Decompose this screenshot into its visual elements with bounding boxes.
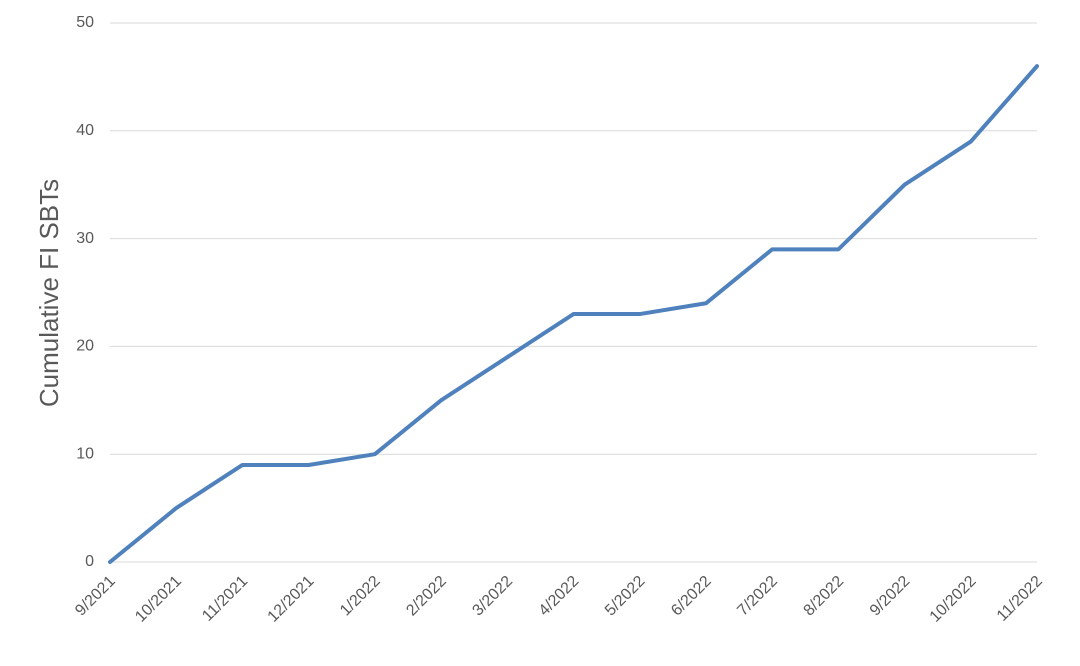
x-tick-label: 9/2022 — [867, 573, 914, 620]
x-tick-label: 8/2022 — [801, 573, 848, 620]
y-tick-label: 50 — [76, 14, 94, 31]
x-tick-label: 11/2022 — [994, 573, 1046, 625]
x-tick-label: 10/2022 — [927, 573, 980, 626]
y-tick-label: 20 — [76, 338, 94, 355]
x-tick-label: 4/2022 — [536, 573, 583, 620]
x-tick-label: 10/2021 — [132, 573, 185, 626]
y-axis-label: Cumulative FI SBTs — [34, 179, 64, 407]
y-tick-label: 40 — [76, 122, 94, 139]
y-tick-label: 10 — [76, 445, 94, 462]
y-tick-label: 30 — [76, 230, 94, 247]
x-tick-label: 3/2022 — [469, 573, 516, 620]
x-tick-label: 11/2021 — [199, 573, 251, 625]
x-tick-label: 1/2022 — [337, 573, 384, 620]
x-tick-label: 2/2022 — [403, 573, 450, 620]
x-tick-label: 12/2021 — [265, 573, 318, 626]
x-tick-label: 5/2022 — [602, 573, 649, 620]
y-tick-label: 0 — [85, 553, 94, 570]
x-tick-label: 7/2022 — [734, 573, 781, 620]
data-line — [108, 64, 1039, 564]
x-tick-label: 6/2022 — [668, 573, 715, 620]
x-tick-label: 9/2021 — [72, 573, 119, 620]
